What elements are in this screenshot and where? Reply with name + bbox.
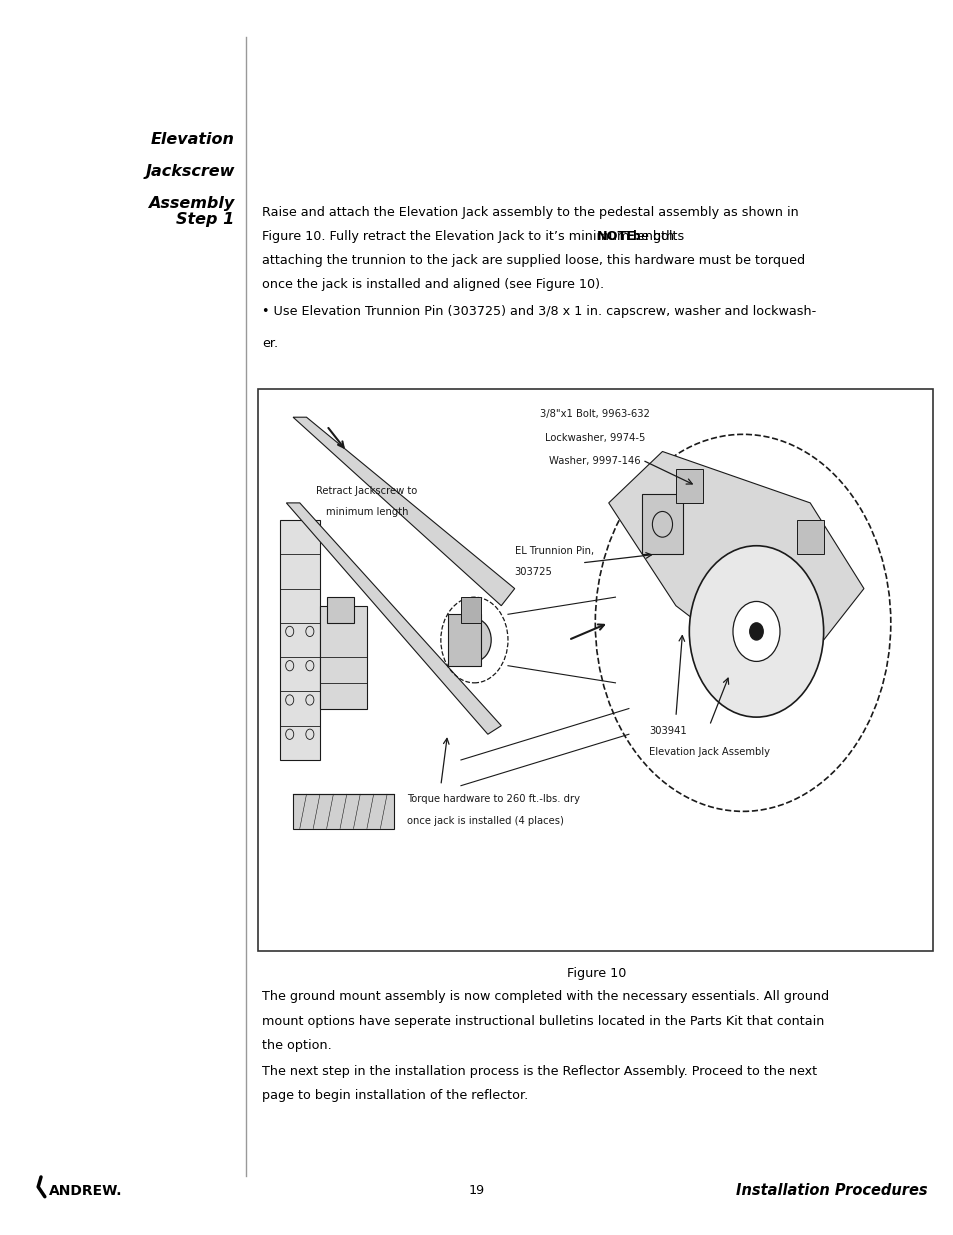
Text: Torque hardware to 260 ft.-lbs. dry: Torque hardware to 260 ft.-lbs. dry: [407, 794, 579, 804]
Text: the option.: the option.: [262, 1039, 332, 1052]
Text: 303941: 303941: [648, 726, 686, 736]
Bar: [447, 614, 480, 666]
Text: mount options have seperate instructional bulletins located in the Parts Kit tha: mount options have seperate instructiona…: [262, 1015, 823, 1028]
Text: Figure 10. Fully retract the Elevation Jack to it’s minimum length.: Figure 10. Fully retract the Elevation J…: [262, 230, 682, 243]
Text: Jackscrew: Jackscrew: [145, 164, 234, 179]
Text: Assembly: Assembly: [149, 196, 234, 211]
Text: Figure 10: Figure 10: [566, 967, 625, 981]
Circle shape: [689, 546, 822, 718]
Bar: [796, 520, 822, 555]
Text: er.: er.: [262, 337, 278, 351]
Circle shape: [749, 622, 762, 640]
Text: The bolts: The bolts: [620, 230, 683, 243]
Circle shape: [469, 634, 479, 647]
Bar: [293, 794, 394, 829]
Text: minimum length: minimum length: [325, 508, 408, 517]
Text: ANDREW.: ANDREW.: [49, 1183, 122, 1198]
Bar: [641, 494, 682, 555]
Text: • Use Elevation Trunnion Pin (303725) and 3/8 x 1 in. capscrew, washer and lockw: • Use Elevation Trunnion Pin (303725) an…: [262, 305, 816, 317]
Bar: [279, 520, 319, 760]
Text: page to begin installation of the reflector.: page to begin installation of the reflec…: [262, 1089, 528, 1102]
Text: Raise and attach the Elevation Jack assembly to the pedestal assembly as shown i: Raise and attach the Elevation Jack asse…: [262, 206, 799, 220]
Text: Retract Jackscrew to: Retract Jackscrew to: [316, 485, 417, 495]
Bar: [326, 598, 354, 622]
Text: The ground mount assembly is now completed with the necessary essentials. All gr: The ground mount assembly is now complet…: [262, 990, 828, 1004]
Text: 19: 19: [469, 1184, 484, 1197]
Circle shape: [457, 619, 491, 662]
Text: 303725: 303725: [515, 567, 552, 577]
Polygon shape: [286, 503, 500, 735]
Text: Installation Procedures: Installation Procedures: [735, 1183, 926, 1198]
Polygon shape: [608, 452, 863, 674]
Polygon shape: [293, 417, 515, 605]
Circle shape: [732, 601, 780, 662]
Text: Elevation Jack Assembly: Elevation Jack Assembly: [648, 747, 769, 757]
Text: NOTE:: NOTE:: [596, 230, 639, 243]
Text: Step 1: Step 1: [176, 212, 234, 227]
Text: 3/8"x1 Bolt, 9963-632: 3/8"x1 Bolt, 9963-632: [539, 409, 650, 419]
Text: Washer, 9997-146: Washer, 9997-146: [549, 456, 640, 466]
Text: Lockwasher, 9974-5: Lockwasher, 9974-5: [544, 432, 645, 442]
Bar: [257, 389, 932, 951]
Text: attaching the trunnion to the jack are supplied loose, this hardware must be tor: attaching the trunnion to the jack are s…: [262, 254, 804, 268]
Text: The next step in the installation process is the Reflector Assembly. Proceed to : The next step in the installation proces…: [262, 1065, 817, 1078]
Text: once the jack is installed and aligned (see Figure 10).: once the jack is installed and aligned (…: [262, 279, 604, 291]
Bar: [675, 468, 702, 503]
Text: Elevation: Elevation: [151, 132, 234, 147]
Bar: [319, 605, 367, 709]
Text: EL Trunnion Pin,: EL Trunnion Pin,: [515, 546, 593, 556]
Bar: [460, 598, 480, 622]
Text: once jack is installed (4 places): once jack is installed (4 places): [407, 815, 563, 826]
